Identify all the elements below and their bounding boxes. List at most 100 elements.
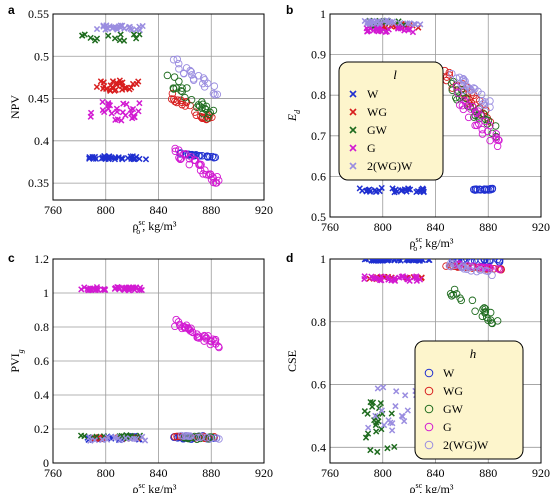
data-point-g-circle (171, 144, 179, 153)
data-point-w-cross (136, 155, 143, 162)
data-point-g-cross (127, 106, 134, 114)
legend-title: h (470, 346, 477, 361)
data-point-gw-cross (105, 32, 112, 39)
data-point-g-cross (413, 273, 420, 280)
data-point-g-cross (401, 27, 408, 34)
data-point-gw-circle (452, 290, 461, 298)
data-point-g-cross (397, 25, 404, 32)
data-point-2wgw-circle (467, 263, 475, 271)
data-point-g-cross (126, 285, 133, 292)
data-point-2wgw-circle (212, 434, 221, 442)
data-point-2wgw-circle (210, 82, 219, 90)
data-point-2wgw-cross (397, 19, 404, 27)
x-axis-label-sub: o (136, 490, 140, 493)
data-point-g-circle (478, 125, 486, 134)
data-point-w-cross (370, 259, 377, 264)
data-point-g-circle (464, 113, 473, 122)
legend-marker (424, 404, 434, 414)
data-point-g-circle (185, 155, 194, 163)
data-point-gw-circle (478, 312, 487, 321)
data-point-wg-circle (443, 73, 451, 81)
data-point-2wgw-circle (182, 64, 191, 72)
data-point-wg-circle (497, 265, 505, 273)
data-point-wg-cross (97, 78, 105, 85)
y-tick-label: 0.7 (311, 129, 326, 143)
data-point-wg-circle (181, 102, 189, 110)
data-point-g-circle (194, 333, 202, 342)
data-point-gw-circle (447, 292, 456, 300)
data-points (356, 17, 503, 196)
data-point-g-circle (473, 121, 481, 130)
panel-letter: b (286, 3, 293, 17)
data-point-2wgw-cross (392, 403, 399, 410)
plot-frame (329, 13, 542, 218)
data-point-gw-circle (468, 296, 477, 305)
x-axis-label-unit: , kg/m³ (142, 219, 177, 233)
data-point-gw-cross (374, 448, 381, 456)
data-point-g-cross (378, 273, 385, 280)
data-point-2wgw-cross (380, 384, 387, 391)
data-point-2wgw-circle (467, 267, 475, 275)
data-point-g-circle (195, 161, 203, 169)
data-point-2wgw-cross (141, 437, 149, 444)
data-point-2wgw-cross (93, 25, 101, 33)
legend-marker (349, 162, 357, 170)
panel-letter: a (8, 3, 15, 17)
data-point-w-circle (192, 151, 200, 159)
data-point-gw-circle (488, 129, 497, 138)
data-point-g-circle (174, 146, 183, 154)
data-point-w-cross (405, 186, 412, 193)
data-point-gw-cross (93, 35, 101, 42)
data-point-w-cross (356, 185, 363, 192)
data-point-g-cross (129, 115, 136, 122)
data-point-g-cross (136, 100, 143, 107)
data-point-w-cross (365, 186, 372, 194)
data-point-gw-circle (450, 285, 459, 294)
data-point-gw-circle (187, 95, 196, 104)
data-point-2wgw-circle (211, 91, 219, 99)
x-tick-label: 920 (255, 203, 273, 217)
y-axis-label: Ed (285, 109, 302, 122)
x-axis-label-sup: sc (416, 235, 423, 244)
x-axis-label-base: ρ (133, 219, 139, 233)
data-point-2wgw-cross (380, 421, 388, 429)
data-point-wg-cross (135, 78, 142, 85)
data-point-w-cross (86, 154, 93, 161)
x-tick-label: 760 (321, 466, 339, 480)
data-point-gw-circle (453, 86, 461, 94)
data-point-gw-circle (195, 432, 203, 441)
data-point-w-circle (203, 152, 212, 161)
data-point-gw-cross (361, 408, 368, 415)
y-axis-label-base: PVI (8, 353, 22, 372)
legend-label: WG (367, 105, 387, 119)
data-point-2wgw-cross (381, 17, 388, 25)
data-point-g-cross (118, 117, 125, 124)
data-point-w-cross (363, 259, 370, 263)
data-point-w-circle (475, 185, 484, 194)
data-point-w-cross (101, 152, 108, 160)
data-point-wg-cross (126, 86, 133, 93)
data-point-w-cross (419, 185, 426, 192)
data-point-2wgw-circle (457, 263, 466, 271)
data-point-gw-cross (373, 419, 380, 426)
data-point-g-cross (111, 285, 119, 292)
data-point-2wgw-circle (189, 76, 198, 84)
data-point-2wgw-circle (200, 83, 209, 91)
panel-letter: d (286, 251, 293, 265)
data-point-gw-circle (471, 307, 479, 316)
data-point-w-cross (368, 259, 375, 264)
data-point-w-cross (415, 259, 423, 263)
data-point-gw-circle (170, 73, 179, 81)
x-tick-label: 880 (202, 466, 220, 480)
legend-box (414, 340, 524, 460)
x-axis-label-base: ρ (410, 482, 416, 493)
y-tick-label: 0.4 (311, 440, 326, 454)
y-tick-label: 0.9 (311, 48, 326, 62)
y-tick-label: 1 (320, 252, 326, 266)
data-point-gw-cross (391, 443, 398, 451)
